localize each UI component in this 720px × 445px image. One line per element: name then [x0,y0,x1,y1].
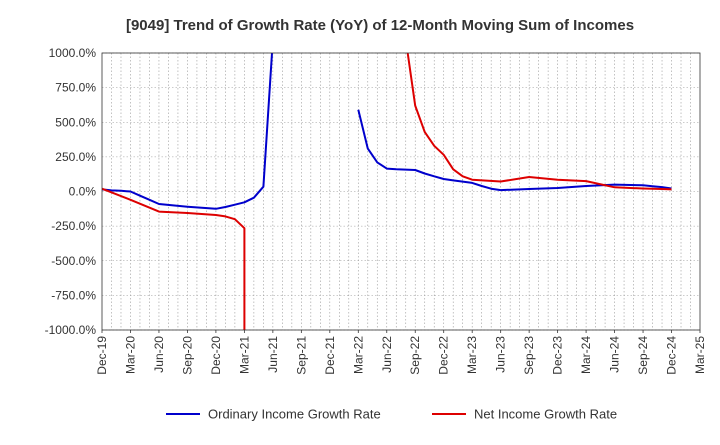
y-tick-label: -250.0% [51,219,96,233]
x-tick-label: Jun-21 [266,336,280,373]
plot-frame [101,52,701,331]
x-tick-label: Dec-22 [437,336,451,375]
x-tick-label: Sep-22 [408,336,422,375]
x-tick-label: Mar-20 [123,336,137,374]
x-tick-label: Jun-20 [152,336,166,373]
x-tick-label: Dec-23 [551,336,565,375]
x-tick-label: Sep-24 [636,336,650,375]
x-tick-label: Dec-21 [323,336,337,375]
y-tick-label: 750.0% [55,81,96,95]
y-tick-label: 1000.0% [49,46,97,60]
x-tick-label: Sep-20 [180,336,194,375]
series-line-1-segment-0 [102,187,246,330]
y-tick-label: -500.0% [51,254,96,268]
y-tick-label: 0.0% [69,185,97,199]
x-tick-label: Dec-19 [95,336,109,375]
series-line-0-segment-0 [102,53,274,210]
x-tick-label: Mar-22 [351,336,365,374]
x-tick-label: Dec-20 [209,336,223,375]
x-tick-label: Jun-23 [494,336,508,373]
legend-label-0: Ordinary Income Growth Rate [208,407,381,422]
series-layer [102,53,672,330]
legend: Ordinary Income Growth Rate Net Income Gr… [166,407,617,422]
x-tick-label: Jun-24 [608,336,622,373]
series-line-1-segment-1 [406,53,672,191]
y-tick-label: -750.0% [51,288,96,302]
x-tick-label: Mar-23 [465,336,479,374]
y-tick-label: -1000.0% [45,323,97,337]
legend-label-1: Net Income Growth Rate [474,407,617,422]
x-tick-label: Mar-25 [693,336,707,374]
y-tick-label: 250.0% [55,150,96,164]
axis-layer: 1000.0% 750.0% 500.0% 250.0% 0.0% -250.0% -500… [45,46,707,375]
grid-layer [102,52,700,331]
x-tick-label: Jun-22 [380,336,394,373]
x-tick-label: Mar-21 [237,336,251,374]
series-line-0-segment-1 [357,109,672,192]
x-tick-label: Mar-24 [579,336,593,374]
x-tick-label: Sep-23 [522,336,536,375]
x-tick-label: Dec-24 [665,336,679,375]
x-tick-label: Sep-21 [294,336,308,375]
chart-title: [9049] Trend of Growth Rate (YoY) of 12-… [126,17,634,34]
y-tick-label: 500.0% [55,115,96,129]
